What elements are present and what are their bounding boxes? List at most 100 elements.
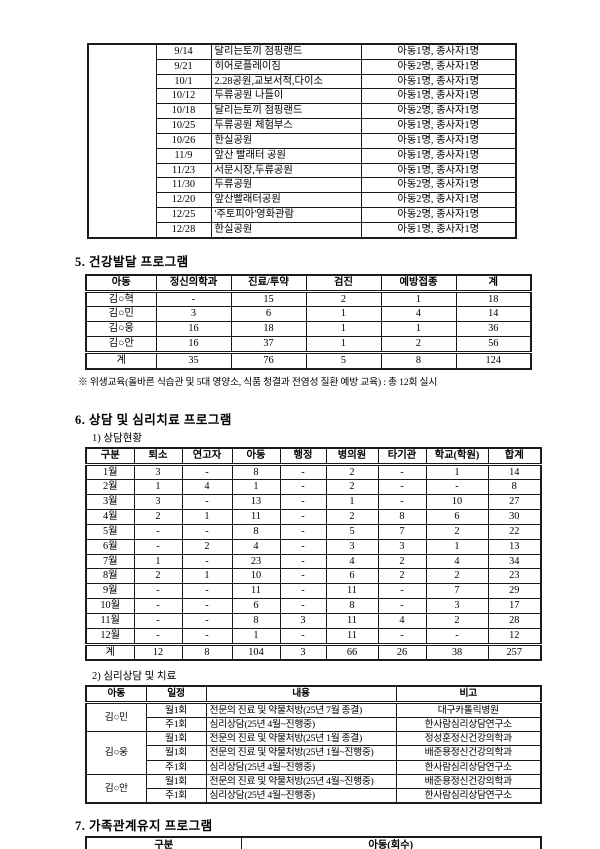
counseling-cell: - <box>181 523 233 540</box>
therapy-schedule-cell: 월1회 <box>145 731 207 747</box>
counseling-row: 2월 1 4 1-2- -8 <box>85 479 542 496</box>
outing-date-cell: 10/18 <box>155 103 212 120</box>
counseling-cell: 1 <box>133 479 183 496</box>
therapy-row: 월1회 전문의 진료 및 약물처방(25년 1월~진행중) 배준용정신건강의학과 <box>86 745 542 761</box>
counseling-cell: 10 <box>425 494 489 511</box>
health-cell: 16 <box>155 336 232 353</box>
counseling-cell: 2월 <box>85 479 135 496</box>
counseling-header-cell: 타기관 <box>377 447 427 466</box>
outing-activity-cell: 히어로플레이짐 <box>210 58 362 75</box>
section5-footnote: ※ 위생교육(올바른 식습관 및 5대 영양소, 식품 청결과 전염성 질환 예… <box>78 376 438 388</box>
outing-participants-cell: 아동1명, 종사자1명 <box>360 88 517 105</box>
health-total-cell: 124 <box>455 350 532 370</box>
counseling-cell: - <box>181 494 233 511</box>
outing-participants-cell: 아동1명, 종사자1명 <box>360 118 517 134</box>
therapy-note-cell: 정성훈정신건강의학과 <box>395 731 542 747</box>
counseling-cell: 3 <box>279 612 327 629</box>
counseling-header-cell: 구분 <box>85 447 135 466</box>
health-header-cell: 정신의학과 <box>155 274 232 293</box>
counseling-cell: - <box>133 538 183 555</box>
counseling-cell: 5월 <box>85 523 135 540</box>
counseling-cell: - <box>133 612 183 629</box>
health-cell: 18 <box>455 290 532 308</box>
therapy-header-cell: 일정 <box>145 685 207 704</box>
health-total-row: 계 35 76 5 8 124 <box>85 350 532 370</box>
counseling-cell: 3 <box>133 494 183 511</box>
outing-activity-cell: '주토피아'영화관람 <box>210 207 362 223</box>
counseling-cell: 2 <box>181 538 233 555</box>
counseling-total-row: 계 12 8 104 3 66 26 38 257 <box>85 642 542 661</box>
counseling-cell: 11월 <box>85 612 135 629</box>
outing-activity-cell: 달리는토끼 점핑랜드 <box>210 103 362 120</box>
counseling-cell: 1 <box>425 538 489 555</box>
counseling-cell: 11 <box>325 583 379 600</box>
health-cell: 18 <box>230 321 307 338</box>
health-cell: 1 <box>305 321 382 338</box>
therapy-schedule-cell: 주1회 <box>145 788 207 804</box>
counseling-cell: - <box>279 627 327 645</box>
counseling-row: 10월 - -6-8-3 17 <box>85 598 542 614</box>
health-cell: 4 <box>380 306 457 323</box>
counseling-cell: - <box>425 627 489 645</box>
counseling-cell: - <box>133 583 183 600</box>
therapy-content-cell: 심리상담(25년 4월~진행중) <box>205 788 397 804</box>
therapy-schedule-cell: 월1회 <box>145 773 207 790</box>
health-row: 김○안 16 37 1 2 56 <box>85 336 532 353</box>
counseling-cell: - <box>181 583 233 600</box>
therapy-header-cell: 아동 <box>85 685 147 704</box>
counseling-cell: 2 <box>325 509 379 525</box>
outing-log-table: 9/14 달리는토끼 점핑랜드 아동1명, 종사자1명 9/21 히어로플레이짐 아동2명… <box>87 43 517 239</box>
outing-date-cell: 10/25 <box>155 118 212 134</box>
outing-participants-cell: 아동2명, 종사자1명 <box>360 58 517 75</box>
counseling-cell: - <box>279 494 327 511</box>
outing-participants-cell: 아동1명, 종사자1명 <box>360 221 517 239</box>
counseling-row: 4월 2 1 11-2 8 6 30 <box>85 509 542 525</box>
outing-participants-cell: 아동1명, 종사자1명 <box>360 147 517 164</box>
counseling-cell: 1 <box>231 627 281 645</box>
therapy-content-cell: 전문의 진료 및 약물처방(25년 1월 종결) <box>205 731 397 747</box>
counseling-cell: - <box>279 538 327 555</box>
outing-participants-cell: 아동2명, 종사자1명 <box>360 103 517 120</box>
counseling-cell: 1 <box>133 553 183 570</box>
counseling-header-cell: 합계 <box>487 447 542 466</box>
counseling-cell: 1 <box>325 494 379 511</box>
outing-date-cell: 12/20 <box>155 192 212 209</box>
family-table-head: 구분 아동(회수) <box>85 836 542 849</box>
counseling-total-cell: 3 <box>279 642 327 661</box>
health-header-row: 아동 정신의학과 진료/투약 검진 예방접종 계 <box>85 274 532 293</box>
counseling-cell: - <box>181 612 233 629</box>
counseling-cell: 1 <box>181 509 233 525</box>
therapy-table-head: 아동 일정 내용 비고 <box>85 685 542 704</box>
section6-sub2-label: 2) 심리상담 및 치료 <box>92 671 177 683</box>
counseling-cell: 10월 <box>85 598 135 614</box>
outing-activity-cell: 한실공원 <box>210 221 362 239</box>
outing-participants-cell: 아동1명, 종사자1명 <box>360 73 517 90</box>
counseling-cell: - <box>181 463 233 481</box>
health-header-cell: 계 <box>455 274 532 293</box>
counseling-cell: 27 <box>487 494 542 511</box>
counseling-header-cell: 연고자 <box>181 447 233 466</box>
counseling-cell: 7월 <box>85 553 135 570</box>
outing-log-body: 9/14 달리는토끼 점핑랜드 아동1명, 종사자1명 9/21 히어로플레이짐 아동2명… <box>87 43 517 239</box>
outing-participants-cell: 아동1명, 종사자1명 <box>360 132 517 149</box>
therapy-note-cell: 배준용정신건강의학과 <box>395 745 542 761</box>
counseling-cell: 11 <box>231 583 281 600</box>
outing-date-cell: 11/9 <box>155 147 212 164</box>
counseling-cell: 3 <box>425 598 489 614</box>
family-header-cell: 구분 <box>85 836 242 849</box>
section6-sub1-label: 1) 상담현황 <box>92 432 143 444</box>
counseling-cell: 4 <box>325 553 379 570</box>
counseling-row: 3월 3-13-1-10 27 <box>85 494 542 511</box>
counseling-row: 8월 2 1 10-6 2 2 23 <box>85 568 542 585</box>
counseling-cell: - <box>279 509 327 525</box>
counseling-row: 12월 - -1-11- -12 <box>85 627 542 645</box>
health-cell: 14 <box>455 306 532 323</box>
outing-date-cell: 12/25 <box>155 207 212 223</box>
counseling-cell: 6 <box>325 568 379 585</box>
outing-activity-cell: 앞산빨래터공원 <box>210 192 362 209</box>
therapy-child-cell: 김○웅 <box>85 731 147 775</box>
health-development-table: 아동 정신의학과 진료/투약 검진 예방접종 계 김○혁 -15 2 1 18 김○민 3 6 1 4 14 김… <box>85 273 532 370</box>
outing-activity-cell: 한실공원 <box>210 132 362 149</box>
therapy-note-cell: 대구카톨릭병원 <box>395 701 542 718</box>
